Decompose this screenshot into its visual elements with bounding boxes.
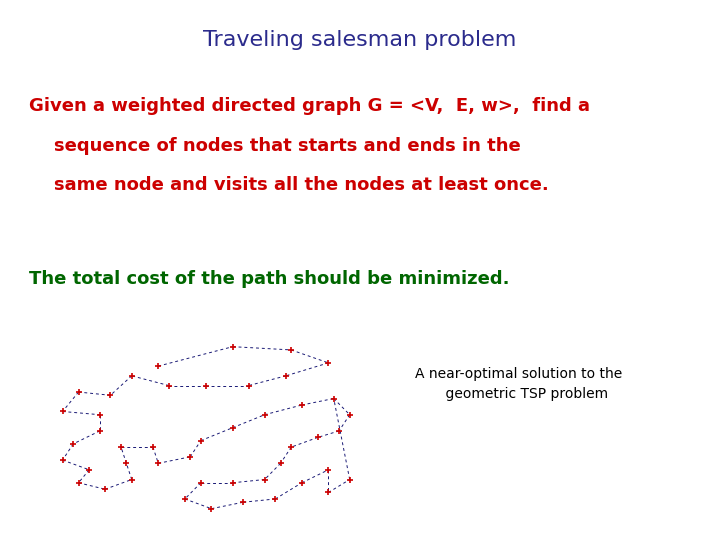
Text: Traveling salesman problem: Traveling salesman problem (203, 30, 517, 50)
Text: sequence of nodes that starts and ends in the: sequence of nodes that starts and ends i… (29, 137, 521, 154)
Text: The total cost of the path should be minimized.: The total cost of the path should be min… (29, 270, 509, 288)
Text: A near-optimal solution to the
    geometric TSP problem: A near-optimal solution to the geometric… (415, 367, 622, 401)
Text: same node and visits all the nodes at least once.: same node and visits all the nodes at le… (29, 176, 549, 194)
Text: Given a weighted directed graph G = <V,  E, w>,  find a: Given a weighted directed graph G = <V, … (29, 97, 590, 115)
